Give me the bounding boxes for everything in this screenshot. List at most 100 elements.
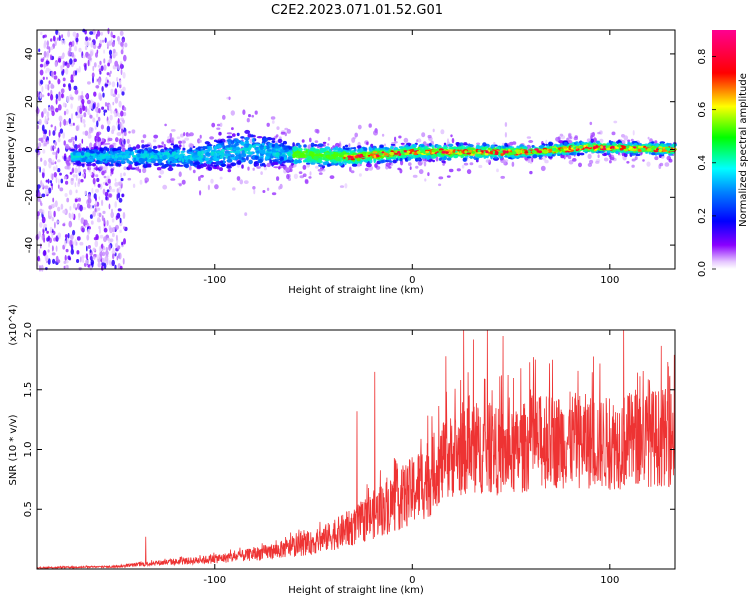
spectrogram-cell bbox=[75, 207, 77, 211]
spectrogram-cell bbox=[82, 119, 86, 124]
spectrogram-cell bbox=[43, 40, 47, 48]
spectrogram-cell bbox=[50, 94, 54, 101]
spectrogram-cell bbox=[109, 151, 113, 154]
spectrogram-cell bbox=[178, 140, 182, 144]
spectrogram-cell bbox=[563, 142, 568, 146]
spectrogram-cell bbox=[412, 174, 418, 178]
spectrogram-cell bbox=[609, 147, 613, 149]
spectrogram-cell bbox=[108, 58, 112, 64]
spectrogram-cell bbox=[111, 227, 116, 233]
spectrogram-cell bbox=[53, 202, 56, 208]
spectrogram-cell bbox=[48, 210, 52, 217]
spectrogram-cell bbox=[450, 134, 453, 138]
spectrogram-cell bbox=[387, 166, 392, 169]
spectrogram-cell bbox=[117, 156, 123, 161]
spectrogram-cell bbox=[393, 146, 399, 152]
spectrogram-cell bbox=[101, 86, 104, 92]
spectrogram-cell bbox=[48, 157, 52, 163]
spectrogram-cell bbox=[93, 91, 97, 97]
spectrogram-cell bbox=[87, 55, 92, 60]
spectrogram-cell bbox=[54, 141, 58, 146]
spectrogram-cell bbox=[322, 154, 326, 159]
spectrogram-cell bbox=[88, 126, 93, 134]
spectrogram-cell bbox=[416, 150, 421, 155]
spectrogram-cell bbox=[85, 105, 88, 113]
spectrogram-cell bbox=[526, 156, 532, 159]
spectrogram-cell bbox=[142, 134, 147, 139]
spectrogram-cell bbox=[41, 111, 44, 118]
spectrogram-cell bbox=[96, 131, 102, 136]
spectrogram-cell bbox=[299, 175, 305, 179]
spectrogram-cell bbox=[153, 162, 160, 167]
spectrogram-cell bbox=[86, 99, 91, 105]
spectrogram-cell bbox=[69, 171, 73, 175]
spectrogram-cell bbox=[568, 159, 574, 165]
spectrogram-cell bbox=[48, 106, 51, 111]
spectrogram-cell bbox=[629, 142, 633, 147]
spectrogram-cell bbox=[90, 220, 94, 225]
spectrogram-cell bbox=[207, 146, 213, 151]
spectrogram-cell bbox=[347, 159, 352, 164]
spectrogram-cell bbox=[112, 147, 118, 152]
spectrogram-cell bbox=[97, 262, 101, 268]
spectrogram-cell bbox=[92, 103, 96, 110]
spectrogram-cell bbox=[282, 145, 288, 150]
spectrogram-cell bbox=[216, 127, 221, 130]
spectrogram-cell bbox=[446, 138, 450, 144]
spectrogram-cell bbox=[381, 133, 385, 137]
spectrogram-cell bbox=[180, 133, 184, 138]
spectrogram-cell bbox=[87, 81, 91, 85]
spectrogram-cell bbox=[383, 152, 389, 156]
spectrogram-cell bbox=[109, 186, 112, 193]
spectrogram-cell bbox=[57, 159, 61, 163]
spectrogram-cell bbox=[110, 161, 114, 165]
spectrogram-cell bbox=[416, 139, 419, 143]
spectrogram-cell bbox=[548, 141, 554, 146]
spectrogram-cell bbox=[109, 73, 111, 77]
spectrogram-cell bbox=[161, 141, 164, 145]
spectrogram-cell bbox=[168, 150, 172, 154]
spectrogram-cell bbox=[170, 137, 175, 142]
spectrogram-cell bbox=[55, 29, 59, 35]
spectrogram-cell bbox=[385, 162, 391, 167]
spectrogram-cell bbox=[243, 143, 249, 148]
spectrogram-cell bbox=[383, 143, 387, 147]
spectrogram-cell bbox=[120, 89, 123, 93]
spectrogram-cell bbox=[276, 126, 280, 130]
spectrogram-cell bbox=[57, 32, 61, 36]
spectrogram-cell bbox=[344, 160, 347, 166]
spectrogram-cell bbox=[111, 188, 116, 193]
spectrogram-cell bbox=[116, 188, 119, 194]
spectrogram-cell bbox=[45, 70, 48, 74]
spectrogram-cell bbox=[578, 162, 582, 168]
spectrogram-cell bbox=[117, 35, 120, 42]
spectrogram-cell bbox=[219, 167, 223, 172]
spectrogram-cell bbox=[84, 45, 88, 51]
spectrogram-cell bbox=[140, 139, 145, 144]
spectrogram-cell bbox=[118, 154, 123, 158]
spectrogram-cell bbox=[99, 94, 103, 101]
spectrogram-cell bbox=[73, 122, 75, 126]
spectrogram-cell bbox=[94, 208, 97, 213]
spectrogram-cell bbox=[51, 245, 54, 252]
spectrogram-cell bbox=[559, 133, 564, 137]
spectrogram-cell bbox=[446, 175, 451, 178]
spectrogram-cell bbox=[138, 158, 144, 163]
spectrogram-cell bbox=[121, 241, 124, 246]
spectrogram-cell bbox=[188, 142, 194, 149]
spectrogram-cell bbox=[202, 146, 209, 150]
spectrogram-cell bbox=[472, 156, 477, 159]
spectrogram-cell bbox=[425, 150, 430, 154]
spectrogram-cell bbox=[108, 193, 113, 198]
spectrogram-cell bbox=[216, 151, 222, 154]
spectrogram-cell bbox=[72, 174, 77, 178]
spectrogram-cell bbox=[121, 160, 124, 164]
spectrogram-cell bbox=[178, 158, 182, 162]
spectrogram-cell bbox=[229, 150, 234, 153]
spectrogram-cell bbox=[357, 124, 362, 130]
spectrogram-cell bbox=[109, 259, 111, 266]
spectrogram-cell bbox=[234, 147, 241, 151]
spectrogram-cell bbox=[114, 110, 116, 118]
spectrogram-cell bbox=[116, 81, 119, 88]
spectrogram-cell bbox=[153, 134, 159, 139]
